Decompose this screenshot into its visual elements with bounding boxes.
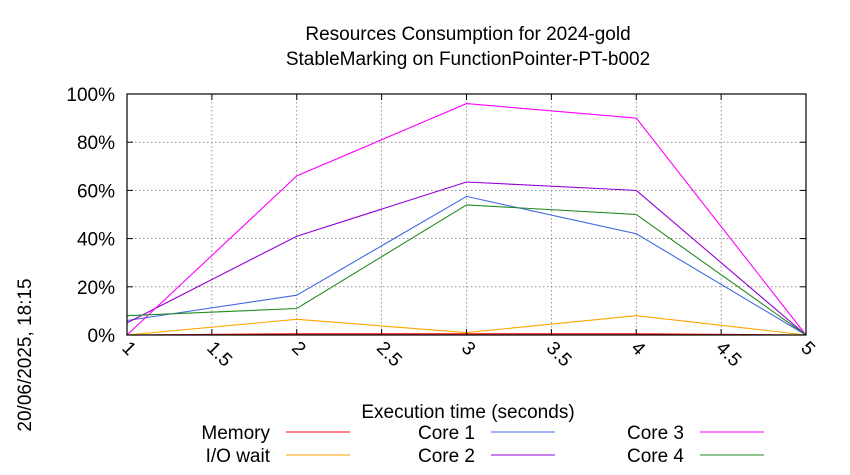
legend-label-memory: Memory: [201, 423, 270, 444]
series-line-core-4: [126, 204, 807, 336]
legend-label-core-3: Core 3: [627, 423, 684, 444]
legend-label-i-o-wait: I/O wait: [206, 446, 271, 467]
y-tick-label: 40%: [77, 230, 115, 251]
y-tick-label: 100%: [66, 85, 115, 106]
y-tick-label: 20%: [77, 278, 115, 299]
series-line-core-3: [126, 103, 807, 336]
x-tick-label: 3.5: [542, 338, 576, 372]
y-tick-label: 60%: [77, 181, 115, 202]
legend-label-core-1: Core 1: [418, 423, 475, 444]
timestamp-label: 20/06/2025, 18:15: [15, 278, 36, 431]
y-tick-label: 0%: [88, 326, 116, 347]
legend-label-core-2: Core 2: [418, 446, 475, 467]
x-tick-label: 4.5: [712, 338, 746, 372]
series-line-core-2: [126, 181, 807, 336]
y-tick-label: 80%: [77, 133, 115, 154]
axis-ticks: 0% 20% 40% 60% 80% 100% 1 1.5 2 2.5 3 3.5 4 4.5 5: [66, 85, 818, 371]
series-line-core-1: [126, 195, 807, 336]
chart-subtitle: StableMarking on FunctionPointer-PT-b002: [286, 49, 650, 70]
x-tick-label: 1: [117, 338, 139, 360]
legend-label-core-4: Core 4: [627, 446, 684, 467]
x-tick-label: 1.5: [202, 338, 236, 372]
x-tick-label: 5: [796, 338, 818, 360]
x-tick-label: 2.5: [372, 338, 406, 372]
x-tick-label: 2: [287, 338, 309, 360]
x-axis-label: Execution time (seconds): [361, 402, 574, 423]
x-tick-label: 3: [457, 338, 479, 360]
x-tick-label: 4: [627, 338, 650, 361]
chart-title: Resources Consumption for 2024-gold: [305, 24, 630, 45]
grid: [127, 94, 806, 335]
